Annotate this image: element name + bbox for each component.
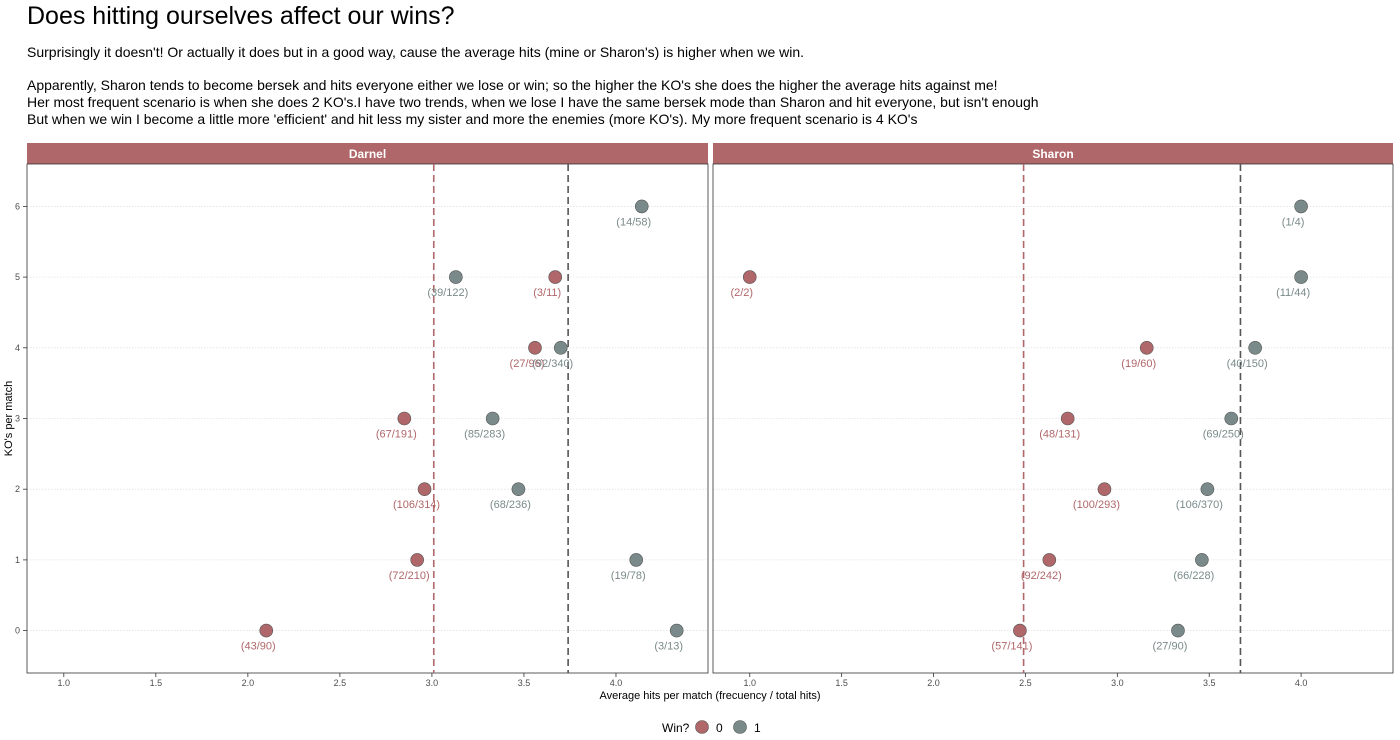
- facet-strip-label: Sharon: [1032, 147, 1073, 161]
- data-point-win-1: [669, 623, 684, 638]
- y-tick-label: 2: [15, 484, 20, 494]
- data-point-label: (40/150): [1227, 358, 1268, 370]
- y-tick-label: 6: [15, 201, 20, 211]
- data-point-win-0: [1097, 482, 1112, 496]
- data-point-win-1: [1294, 270, 1308, 284]
- subtitle-line-4: But when we win I become a little more '…: [27, 111, 918, 127]
- legend-swatch-1: [733, 720, 747, 734]
- data-point-label: (19/60): [1121, 358, 1156, 370]
- subtitle-line-3: Her most frequent scenario is when she d…: [27, 94, 1039, 110]
- y-tick-label: 3: [15, 414, 20, 424]
- data-point-label: (1/4): [1282, 216, 1305, 228]
- facet-strip: [27, 143, 708, 164]
- x-tick-label: 1.0: [743, 678, 756, 688]
- x-axis-title: Average hits per match (frecuency / tota…: [599, 690, 820, 702]
- data-point-win-0: [528, 341, 542, 355]
- data-point-label: (66/228): [1173, 570, 1214, 582]
- x-tick-label: 4.0: [610, 678, 623, 688]
- chart-title: Does hitting ourselves affect our wins?: [27, 2, 455, 30]
- data-point-win-1: [634, 199, 649, 214]
- data-point-win-0: [742, 270, 757, 284]
- data-point-win-1: [629, 553, 644, 567]
- data-point-label: (3/11): [533, 287, 561, 299]
- data-point-win-0: [259, 623, 274, 638]
- data-point-label: (106/314): [393, 499, 440, 511]
- data-point-label: (19/78): [611, 570, 646, 582]
- x-tick-label: 3.0: [426, 678, 439, 688]
- data-point-win-1: [1294, 199, 1308, 214]
- data-point-win-1: [449, 270, 463, 284]
- data-point-label: (85/283): [464, 429, 505, 441]
- x-tick-label: 2.0: [927, 678, 940, 688]
- x-tick-label: 2.0: [242, 678, 255, 688]
- x-tick-label: 1.5: [150, 678, 163, 688]
- data-point-label: (68/236): [490, 499, 531, 511]
- legend: Win? 0 1: [662, 720, 761, 735]
- data-point-label: (14/58): [616, 216, 651, 228]
- data-point-label: (48/131): [1039, 429, 1080, 441]
- x-tick-label: 3.0: [1111, 678, 1124, 688]
- data-point-win-1: [1171, 623, 1185, 638]
- data-point-win-0: [417, 482, 432, 496]
- x-tick-label: 3.5: [518, 678, 531, 688]
- panel-sharon: Sharon (57/141) (92/242) (100/293) (48/131) (…: [712, 143, 1394, 688]
- data-point-label: (43/90): [241, 641, 276, 653]
- legend-label-0: 0: [716, 721, 723, 735]
- data-point-win-0: [1060, 411, 1075, 426]
- data-point-win-0: [410, 553, 424, 567]
- data-point-label: (57/141): [991, 641, 1032, 653]
- y-axis-title: KO's per match: [3, 381, 15, 456]
- data-point-win-0: [548, 270, 563, 284]
- x-tick-label: 1.5: [835, 678, 848, 688]
- data-point-win-0: [397, 411, 412, 426]
- data-point-win-1: [511, 482, 526, 496]
- data-point-label: (27/96): [510, 358, 545, 370]
- data-point-win-0: [1013, 623, 1027, 638]
- y-tick-label: 1: [15, 555, 20, 565]
- data-point-label: (72/210): [389, 570, 430, 582]
- data-point-label: (39/122): [427, 287, 468, 299]
- chart-subtitle: Surprisingly it doesn't! Or actually it …: [27, 44, 1039, 128]
- x-tick-label: 4.0: [1295, 678, 1308, 688]
- subtitle-line-2: Apparently, Sharon tends to become berse…: [27, 77, 998, 93]
- data-point-win-1: [1195, 553, 1209, 567]
- data-point-win-0: [1139, 341, 1154, 355]
- data-point-label: (69/250): [1203, 429, 1244, 441]
- data-point-win-1: [1224, 411, 1239, 426]
- facet-strip: [713, 143, 1393, 164]
- data-point-label: (27/90): [1153, 641, 1188, 653]
- data-point-label: (2/2): [730, 287, 753, 299]
- legend-title: Win?: [662, 721, 690, 735]
- legend-label-1: 1: [754, 721, 761, 735]
- x-tick-label: 3.5: [1203, 678, 1216, 688]
- data-point-label: (92/340): [532, 358, 573, 370]
- x-tick-label: 2.5: [334, 678, 347, 688]
- data-point-win-1: [553, 341, 568, 355]
- data-point-win-1: [1248, 341, 1262, 355]
- y-tick-label: 4: [15, 343, 20, 353]
- subtitle-line-1: Surprisingly it doesn't! Or actually it …: [27, 44, 805, 60]
- x-tick-label: 2.5: [1019, 678, 1032, 688]
- data-point-label: (3/13): [654, 641, 683, 653]
- y-tick-label: 0: [15, 626, 20, 636]
- data-point-win-0: [1042, 553, 1057, 567]
- data-point-label: (92/242): [1021, 570, 1062, 582]
- legend-swatch-0: [695, 720, 709, 734]
- data-point-label: (67/191): [376, 429, 417, 441]
- data-point-label: (11/44): [1276, 287, 1310, 299]
- panel-border: [712, 163, 1394, 674]
- data-point-label: (106/370): [1176, 499, 1223, 511]
- facet-strip-label: Darnel: [349, 147, 386, 161]
- data-point-label: (100/293): [1073, 499, 1120, 511]
- data-point-win-1: [1200, 482, 1215, 496]
- y-tick-label: 5: [15, 272, 20, 282]
- panel-darnel: Darnel (43/90) (72/210) (106/314) (67/191) (2…: [15, 143, 709, 688]
- x-tick-label: 1.0: [58, 678, 71, 688]
- data-point-win-1: [485, 411, 500, 426]
